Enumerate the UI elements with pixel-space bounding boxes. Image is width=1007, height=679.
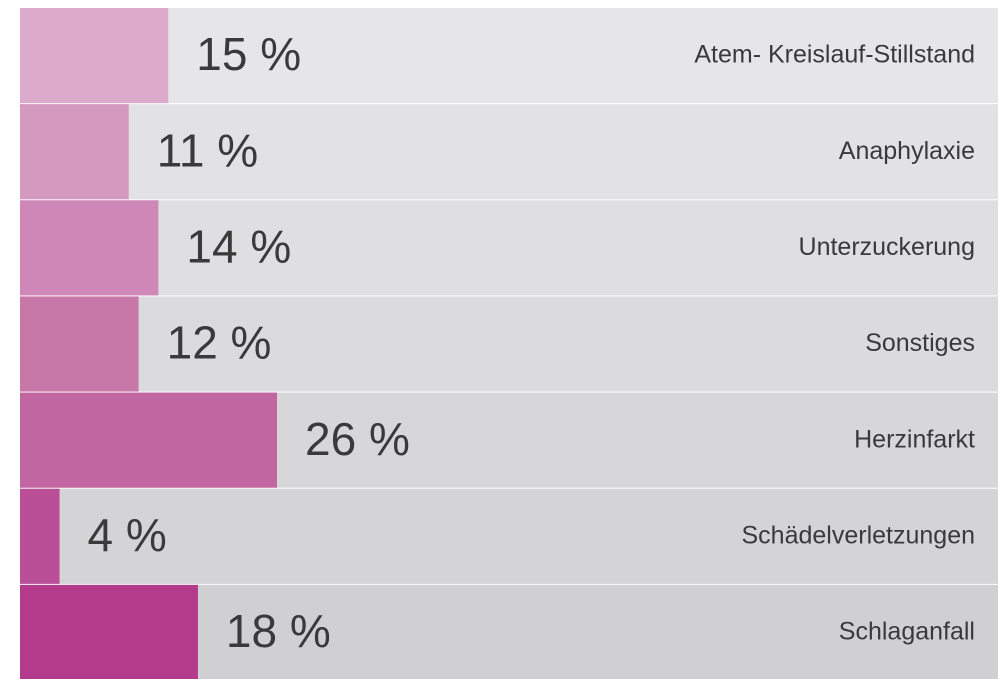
row-background bbox=[20, 104, 998, 200]
category-label: Sonstiges bbox=[865, 329, 975, 357]
row-background bbox=[20, 488, 998, 584]
bar bbox=[20, 104, 129, 200]
bar bbox=[20, 296, 139, 392]
value-label: 18 % bbox=[226, 605, 331, 657]
row-background bbox=[20, 296, 998, 392]
value-label: 12 % bbox=[167, 317, 272, 369]
category-label: Anaphylaxie bbox=[839, 137, 975, 165]
bar bbox=[20, 8, 169, 104]
value-label: 15 % bbox=[196, 28, 301, 80]
bar bbox=[20, 200, 159, 296]
category-label: Schädelverletzungen bbox=[742, 521, 976, 549]
row-background bbox=[20, 200, 998, 296]
value-label: 14 % bbox=[186, 221, 291, 273]
value-label: 11 % bbox=[157, 124, 258, 176]
category-label: Schlaganfall bbox=[839, 618, 975, 646]
row-background bbox=[20, 8, 998, 104]
category-label: Herzinfarkt bbox=[854, 425, 975, 453]
category-label: Atem- Kreislauf-Stillstand bbox=[694, 41, 975, 69]
bar bbox=[20, 488, 60, 584]
category-label: Unterzuckerung bbox=[799, 233, 975, 261]
bar bbox=[20, 584, 198, 679]
value-label: 26 % bbox=[305, 413, 410, 465]
bar bbox=[20, 392, 277, 488]
value-label: 4 % bbox=[88, 509, 167, 561]
